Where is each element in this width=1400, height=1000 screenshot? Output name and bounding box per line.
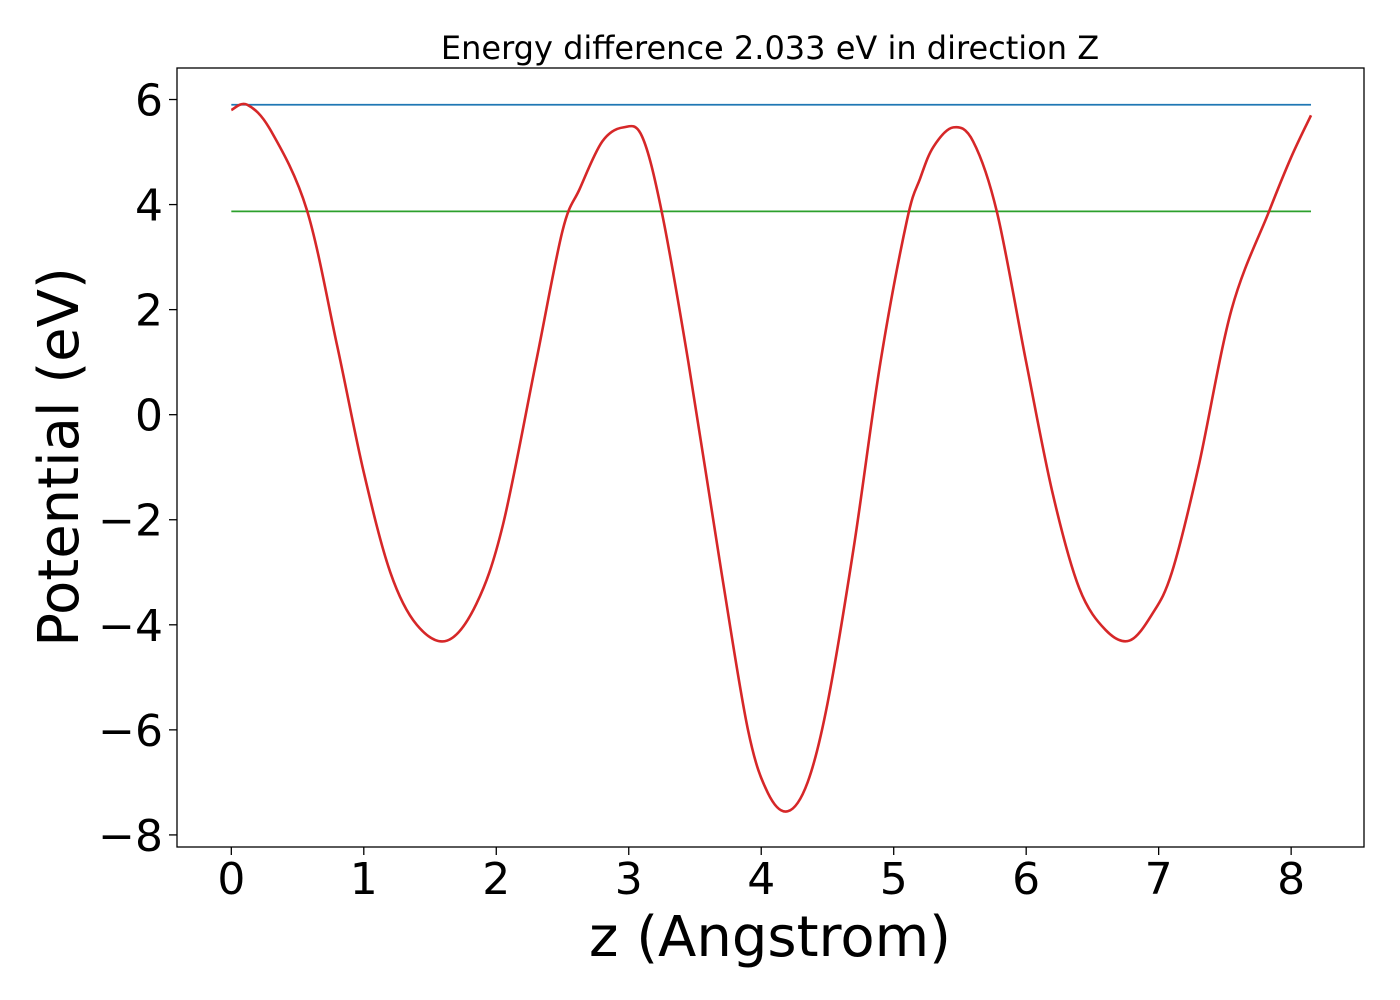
- series-layer: [230, 102, 1313, 813]
- x-axis-label: z (Angstrom): [589, 905, 951, 970]
- y-tick-label: 4: [135, 181, 163, 232]
- y-axis-label: Potential (eV): [27, 267, 92, 647]
- chart-title: Energy difference 2.033 eV in direction …: [441, 29, 1099, 67]
- y-tick-label: 2: [135, 286, 163, 337]
- y-tick-label: −6: [98, 706, 163, 757]
- x-tick-label: 3: [615, 854, 643, 905]
- y-tick-label: −2: [98, 496, 163, 547]
- x-tick-label: 8: [1277, 854, 1305, 905]
- plot-frame: [176, 67, 1365, 848]
- y-tick-label: 0: [135, 391, 163, 442]
- y-tick-label: −4: [98, 601, 163, 652]
- x-tick-label: 0: [217, 854, 245, 905]
- y-tick-label: −8: [98, 811, 163, 862]
- series-line-3: [230, 102, 1313, 813]
- x-tick-label: 4: [747, 854, 775, 905]
- x-tick-label: 7: [1145, 854, 1173, 905]
- x-tick-label: 2: [482, 854, 510, 905]
- x-axis-ticks: 0 1 2 3 4 5 6 7 8: [217, 847, 1305, 905]
- x-tick-label: 6: [1012, 854, 1040, 905]
- x-tick-label: 5: [880, 854, 908, 905]
- y-axis-ticks: −8 −6 −4 −2 0 2 4 6: [98, 76, 177, 862]
- x-tick-label: 1: [350, 854, 378, 905]
- y-tick-label: 6: [135, 76, 163, 127]
